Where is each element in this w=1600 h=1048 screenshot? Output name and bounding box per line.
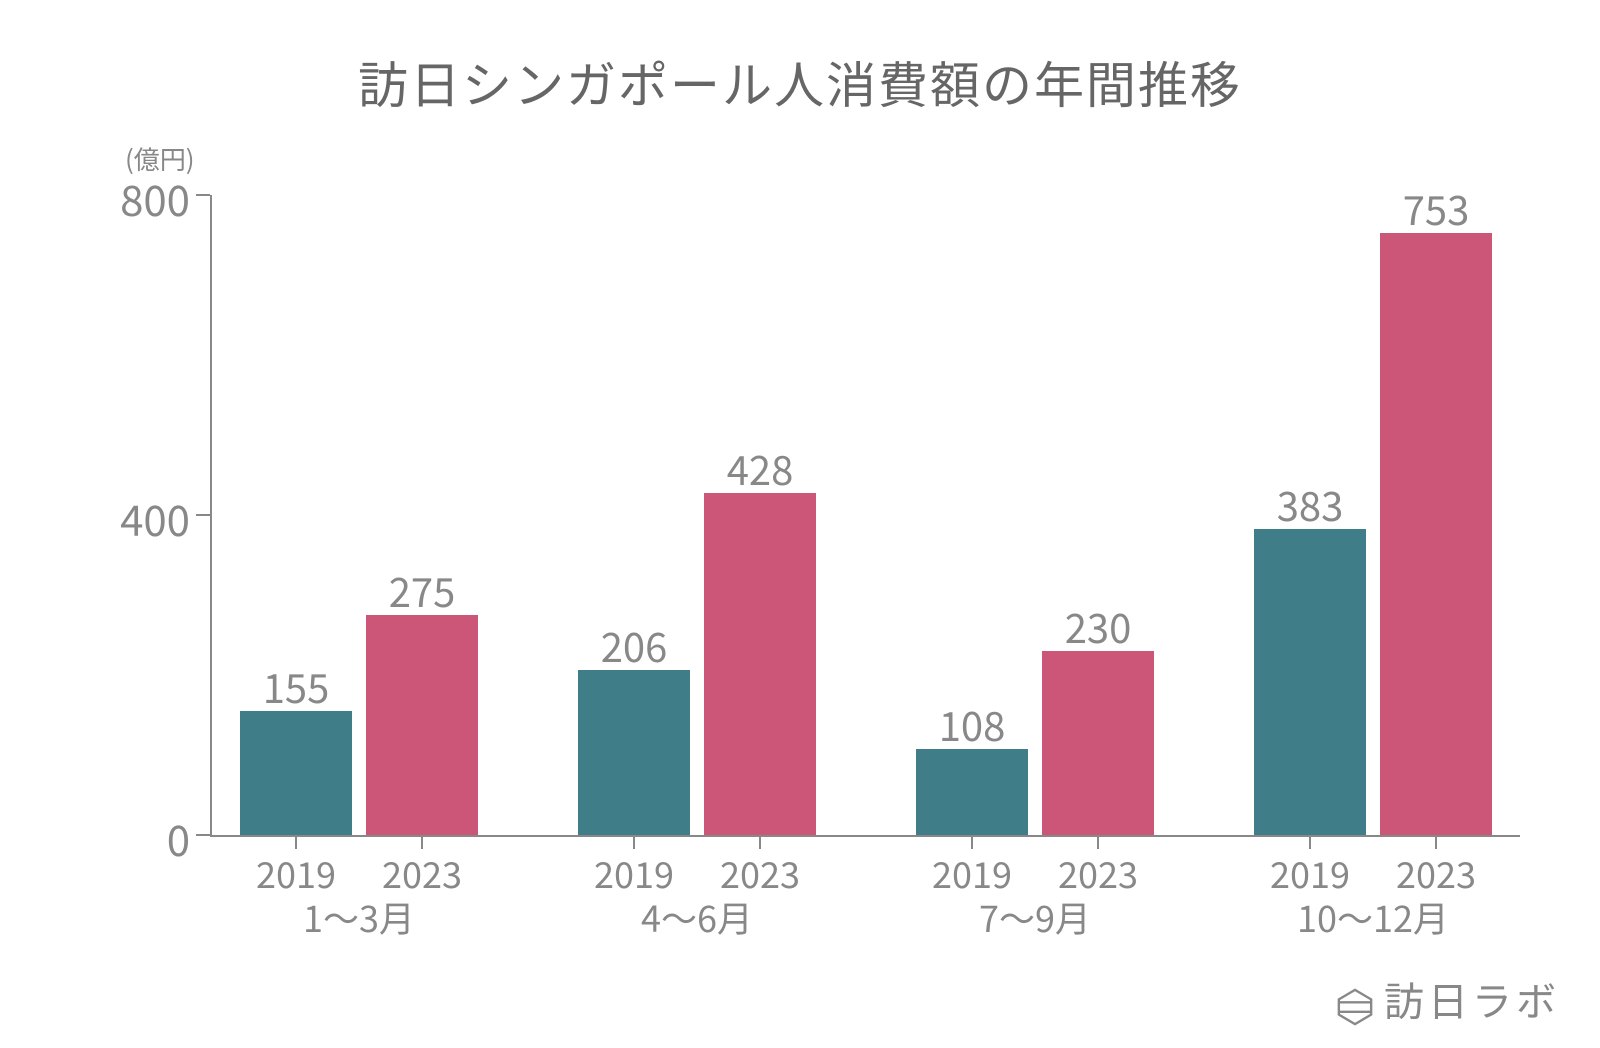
bar-value-label: 383 xyxy=(1277,475,1344,533)
source-label: 訪日ラボ xyxy=(1384,970,1560,1028)
bar-value-label: 206 xyxy=(601,616,668,674)
x-tick-mark xyxy=(1097,835,1099,849)
chart-title: 訪日シンガポール人消費額の年間推移 xyxy=(0,46,1600,118)
y-tick-label: 800 xyxy=(90,168,190,229)
x-tick-mark xyxy=(1309,835,1311,849)
source-logo-icon xyxy=(1336,980,1374,1018)
bar xyxy=(704,493,816,835)
bar xyxy=(1042,651,1154,835)
bar xyxy=(240,711,352,835)
x-tick-mark xyxy=(971,835,973,849)
bar-value-label: 428 xyxy=(727,439,794,497)
bar-value-label: 275 xyxy=(389,561,456,619)
bar xyxy=(578,670,690,835)
bar xyxy=(916,749,1028,835)
bar-value-label: 108 xyxy=(939,695,1006,753)
source-attribution: 訪日ラボ xyxy=(1336,970,1560,1028)
x-tick-mark xyxy=(421,835,423,849)
x-tick-mark xyxy=(759,835,761,849)
x-axis-line xyxy=(210,835,1520,837)
chart-container: 訪日シンガポール人消費額の年間推移 (億円) 0400800 201920231… xyxy=(0,0,1600,1048)
bar-value-label: 230 xyxy=(1065,597,1132,655)
x-period-label: 1～3月 xyxy=(303,891,415,943)
x-period-label: 7～9月 xyxy=(979,891,1091,943)
x-tick-mark xyxy=(295,835,297,849)
y-tick-label: 0 xyxy=(90,808,190,869)
x-period-label: 4～6月 xyxy=(641,891,753,943)
bar xyxy=(366,615,478,835)
bar xyxy=(1380,233,1492,835)
x-tick-mark xyxy=(1435,835,1437,849)
y-tick-label: 400 xyxy=(90,488,190,549)
y-tick-mark xyxy=(196,514,210,516)
y-tick-mark xyxy=(196,194,210,196)
x-period-label: 10～12月 xyxy=(1297,891,1449,943)
bar-value-label: 155 xyxy=(263,657,330,715)
bar-value-label: 753 xyxy=(1403,179,1470,237)
bar xyxy=(1254,529,1366,835)
y-tick-mark xyxy=(196,834,210,836)
x-tick-mark xyxy=(633,835,635,849)
